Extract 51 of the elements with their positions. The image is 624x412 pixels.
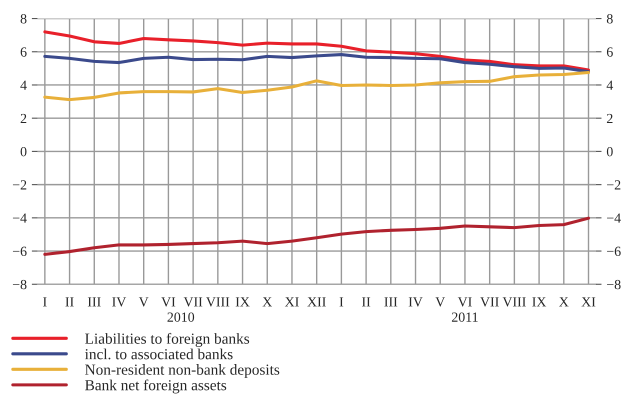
y2-tick-label: 8 — [606, 14, 613, 24]
x-tick-label: XI — [581, 297, 596, 306]
x-tick-label: I — [340, 297, 344, 306]
x-tick-label: X — [559, 297, 569, 306]
y2-tick-label: −2 — [607, 180, 620, 190]
x-tick-label: IV — [408, 297, 423, 307]
x-tick-label: VI — [458, 297, 472, 307]
y-tick-label: −8 — [12, 280, 26, 290]
x-tick-label: VIII — [502, 297, 526, 307]
x-tick-label: IX — [532, 297, 546, 306]
legend-label: Non-resident non-bank deposits — [85, 364, 280, 378]
y-tick-label: −2 — [12, 180, 26, 190]
y2-tick-label: 0 — [606, 146, 613, 156]
line-series — [43, 70, 590, 102]
x-tick-label: III — [384, 297, 398, 306]
x-tick-label: VII — [480, 297, 499, 307]
x-tick-label: III — [88, 297, 101, 306]
x-tick-label: V — [138, 297, 149, 307]
x-tick-label: I — [43, 297, 47, 306]
legend-label: Bank net foreign assets — [85, 379, 226, 394]
y-tick-label: 2 — [20, 114, 26, 124]
text: 2010 — [167, 312, 194, 322]
text: 2011 — [452, 312, 478, 322]
y2-tick-label: 4 — [606, 80, 614, 90]
x-tick-label: IV — [112, 297, 126, 307]
y-tick-label: 6 — [20, 47, 27, 57]
x-tick-label: VII — [184, 297, 202, 307]
y2-tick-label: 6 — [606, 47, 613, 57]
x-tick-label: X — [262, 297, 272, 306]
y2-tick-label: 2 — [606, 114, 613, 124]
legend-label: incl. to associated banks — [84, 348, 233, 360]
y-tick-label: 0 — [20, 146, 26, 156]
x-tick-label: VI — [161, 297, 176, 307]
x-tick-label: XII — [307, 297, 326, 306]
line-series — [43, 53, 590, 74]
x-tick-label: II — [65, 297, 74, 306]
line-series — [43, 216, 590, 256]
y-tick-label: 8 — [20, 14, 26, 24]
x-tick-label: II — [362, 297, 370, 306]
y-tick-label: 4 — [20, 80, 27, 90]
x-tick-label: V — [435, 297, 446, 307]
x-tick-label: XI — [284, 297, 299, 306]
x-tick-label: VIII — [206, 297, 230, 307]
y-tick-label: −4 — [12, 214, 27, 223]
line-series — [43, 30, 590, 72]
y-tick-label: −6 — [12, 246, 27, 256]
y2-tick-label: −6 — [607, 246, 621, 256]
y2-tick-label: −8 — [607, 280, 621, 290]
x-tick-label: IX — [236, 297, 250, 306]
legend-label: Liabilities to foreign banks — [85, 332, 250, 347]
y2-tick-label: −4 — [607, 214, 621, 223]
